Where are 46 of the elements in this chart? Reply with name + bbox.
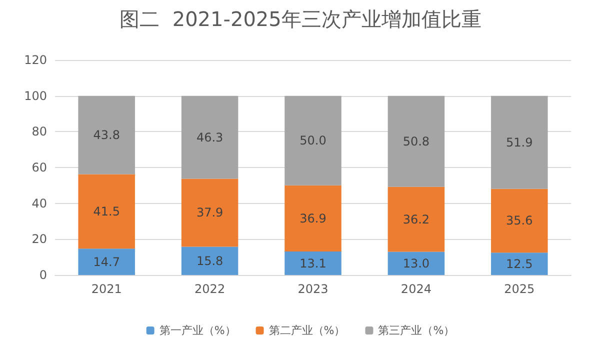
y-tick-label: 80 bbox=[32, 124, 47, 139]
bar bbox=[284, 185, 342, 252]
legend-label: 第二产业（%） bbox=[268, 324, 346, 337]
bar bbox=[78, 96, 135, 174]
data-label: 51.9 bbox=[506, 135, 533, 150]
bar bbox=[388, 252, 445, 275]
bar bbox=[491, 252, 548, 275]
x-tick-label: 2021 bbox=[91, 282, 122, 296]
x-tick-label: 2025 bbox=[504, 282, 535, 296]
bar bbox=[78, 174, 135, 249]
bar bbox=[284, 252, 342, 275]
y-tick-label: 20 bbox=[32, 232, 47, 246]
data-label: 41.5 bbox=[93, 204, 120, 218]
y-tick-label: 40 bbox=[32, 196, 47, 210]
y-tick-label: 120 bbox=[24, 53, 47, 67]
y-tick-label: 60 bbox=[32, 160, 47, 174]
bar bbox=[181, 178, 238, 247]
data-label: 46.3 bbox=[196, 130, 224, 144]
data-label: 15.8 bbox=[196, 254, 224, 268]
bar bbox=[491, 188, 548, 253]
data-label: 37.9 bbox=[196, 206, 224, 220]
data-label: 36.2 bbox=[402, 212, 430, 226]
data-label: 43.8 bbox=[93, 128, 120, 142]
bar bbox=[181, 96, 238, 179]
data-label: 14.7 bbox=[93, 254, 120, 269]
bar bbox=[388, 186, 445, 252]
y-tick-label: 0 bbox=[39, 268, 47, 282]
bar bbox=[78, 248, 135, 275]
data-label: 12.5 bbox=[506, 256, 533, 271]
bar bbox=[181, 246, 238, 275]
y-tick-label: 100 bbox=[24, 88, 47, 103]
data-label: 13.1 bbox=[300, 256, 326, 270]
chart-title: 图二 2021-2025年三次产业增加值比重 bbox=[120, 7, 482, 31]
data-label: 35.6 bbox=[506, 214, 533, 228]
bar bbox=[284, 96, 342, 186]
data-label: 50.8 bbox=[402, 134, 430, 148]
data-label: 36.9 bbox=[300, 211, 326, 226]
legend-label: 第三产业（%） bbox=[378, 324, 455, 337]
bar bbox=[491, 96, 548, 189]
bar bbox=[388, 96, 445, 187]
x-tick-label: 2023 bbox=[298, 282, 328, 296]
legend-label: 第一产业（%） bbox=[159, 324, 236, 337]
data-label: 50.0 bbox=[300, 134, 326, 148]
x-tick-label: 2022 bbox=[194, 282, 226, 296]
x-tick-label: 2024 bbox=[400, 282, 432, 296]
data-label: 13.0 bbox=[402, 256, 430, 270]
